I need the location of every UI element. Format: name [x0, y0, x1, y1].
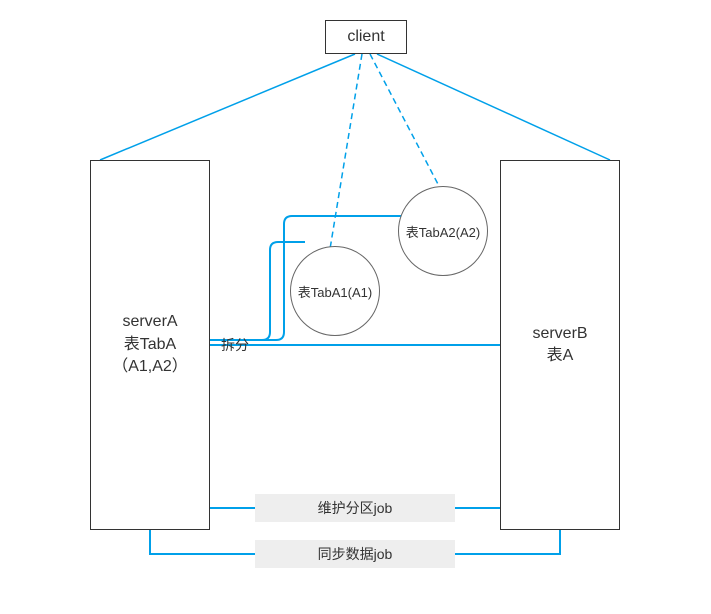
node-job-maintain: 维护分区job: [255, 494, 455, 522]
tab-a2-label: 表TabA2(A2): [406, 222, 480, 241]
job-maintain-label: 维护分区job: [318, 498, 393, 518]
node-tab-a2: 表TabA2(A2): [398, 186, 488, 276]
tab-a1-label: 表TabA1(A1): [298, 282, 372, 301]
node-client: client: [325, 20, 407, 54]
client-label: client: [347, 26, 384, 48]
node-job-sync: 同步数据job: [255, 540, 455, 568]
split-label: 拆分: [221, 335, 249, 355]
node-server-b: serverB表A: [500, 160, 620, 530]
server-a-label: serverA表TabA（A1,A2）: [112, 311, 188, 378]
job-sync-label: 同步数据job: [318, 544, 393, 564]
node-server-a: serverA表TabA（A1,A2）: [90, 160, 210, 530]
node-tab-a1: 表TabA1(A1): [290, 246, 380, 336]
server-b-label: serverB表A: [532, 323, 587, 368]
